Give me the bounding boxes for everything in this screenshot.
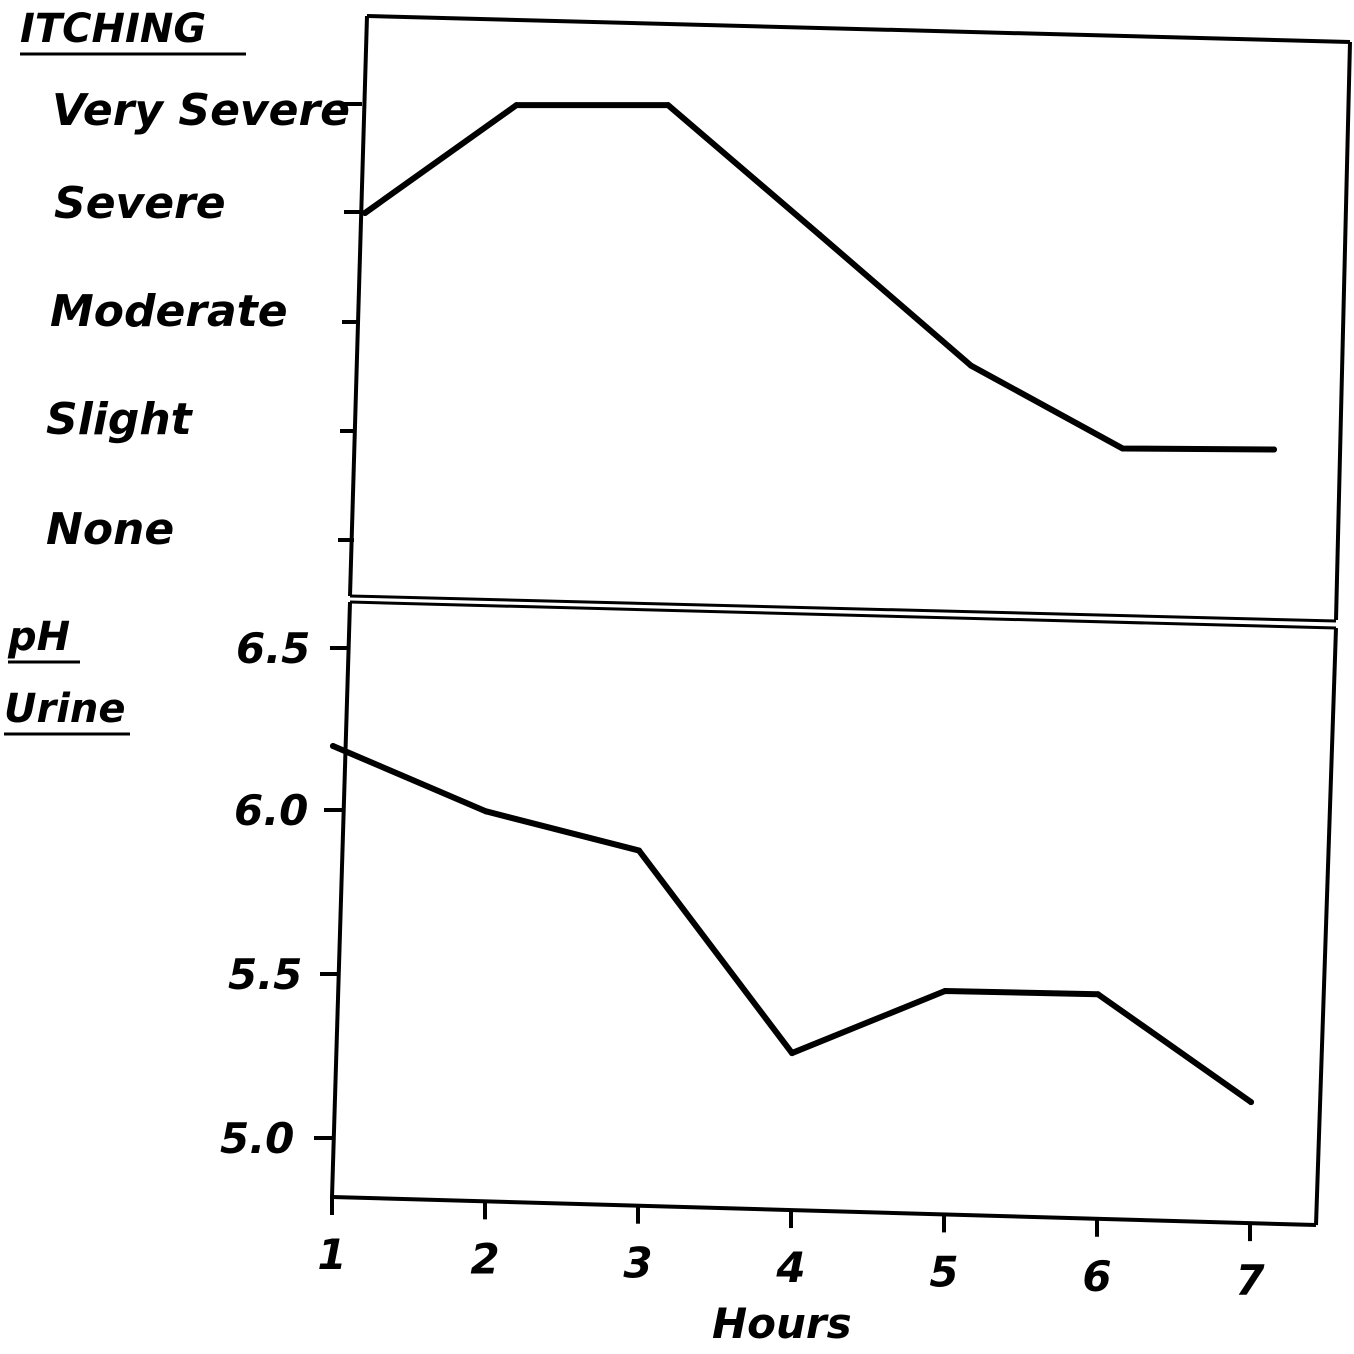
itching-series-line [362, 102, 1277, 453]
ph-panel-right-border [1314, 627, 1338, 1226]
itching-label-none: None [46, 504, 174, 555]
itching-label-slight: Slight [46, 394, 194, 445]
itching-point-hour-6 [1119, 445, 1126, 452]
ph-point-hour-7 [1248, 1099, 1254, 1106]
ph-tick-label-5-5: 5.5 [228, 950, 302, 999]
ph-tick-label-5-0: 5.0 [220, 1114, 294, 1163]
panel-divider [349, 594, 1337, 630]
itching-panel-top-border [366, 14, 1351, 44]
itching-point-hour-7 [1271, 446, 1277, 453]
itching-point-hour-1 [362, 210, 368, 216]
itching-point-hour-4 [816, 231, 823, 238]
ph-tick-label-6-5: 6.5 [236, 624, 310, 673]
itching-point-hour-2 [513, 102, 520, 109]
ph-panel-left-border [330, 601, 352, 1198]
x-tick-label-2: 2 [470, 1234, 499, 1283]
ph-point-hour-6 [1095, 991, 1101, 998]
ph-title-urine: Urine [4, 686, 126, 732]
itching-panel-frame [348, 14, 1352, 621]
ph-point-hour-4 [789, 1050, 795, 1057]
ph-point-hour-1 [330, 743, 336, 749]
ph-point-hour-3 [636, 847, 642, 854]
x-tick-label-4: 4 [775, 1243, 805, 1292]
ph-points [330, 743, 1254, 1106]
ph-panel-frame [330, 601, 1338, 1227]
itching-panel-right-border [1334, 41, 1352, 621]
itching-y-axis: Very Severe Severe Moderate Slight None [46, 85, 362, 555]
x-tick-label-1: 1 [317, 1230, 346, 1279]
x-tick-label-7: 7 [1235, 1256, 1265, 1305]
x-axis-title: Hours [712, 1299, 852, 1348]
itching-title: ITCHING [20, 6, 206, 52]
itching-label-very-severe: Very Severe [52, 85, 350, 136]
itching-label-moderate: Moderate [50, 286, 288, 337]
itching-point-hour-5 [968, 362, 974, 369]
x-tick-label-6: 6 [1082, 1252, 1111, 1301]
ph-y-axis: 6.5 6.0 5.5 5.0 [220, 624, 348, 1163]
ph-point-hour-5 [942, 988, 948, 994]
x-axis-line [331, 1195, 1317, 1227]
itching-label-severe: Severe [54, 178, 226, 229]
ph-title-ph: pH [7, 614, 70, 660]
ph-tick-label-6-0: 6.0 [234, 786, 308, 835]
x-tick-label-5: 5 [929, 1247, 958, 1296]
panel-divider-lower [349, 600, 1337, 630]
x-axis: 1 2 3 4 5 6 7 [317, 1197, 1265, 1305]
panel-divider-upper [349, 594, 1337, 623]
x-tick-label-3: 3 [623, 1239, 652, 1288]
itching-points [362, 102, 1277, 453]
ph-point-hour-2 [483, 808, 489, 815]
ph-series-line [330, 743, 1254, 1106]
itching-panel-left-border [348, 15, 369, 597]
itching-point-hour-3 [665, 102, 671, 109]
